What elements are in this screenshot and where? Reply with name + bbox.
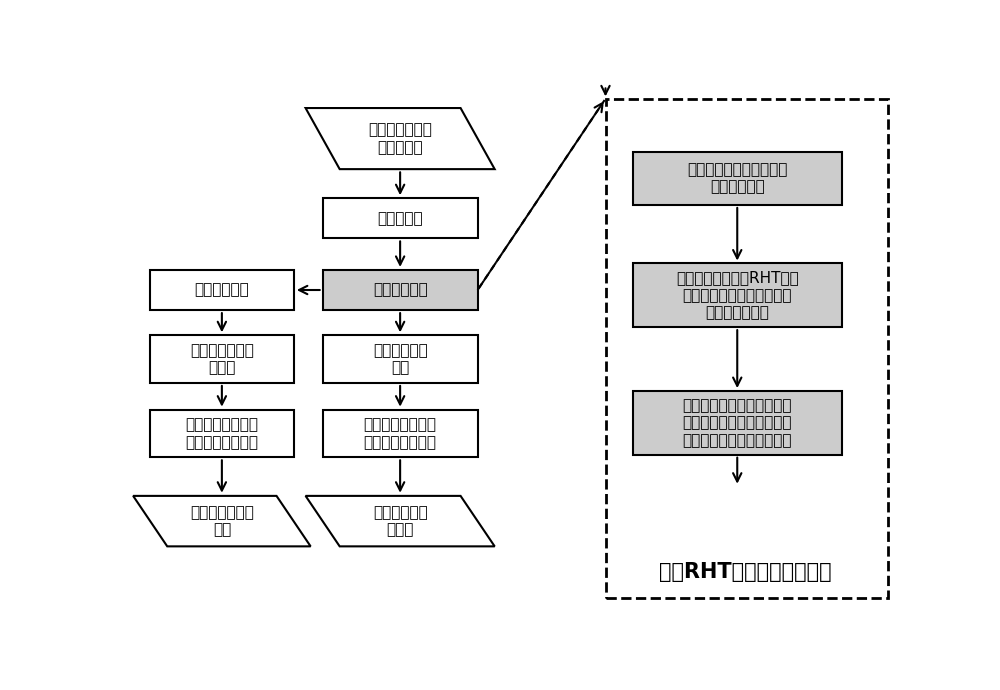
Text: 数据预处理: 数据预处理 — [377, 210, 423, 226]
Text: 计算层间波速: 计算层间波速 — [194, 282, 249, 297]
Bar — [323, 198, 478, 238]
Text: 通过边缘提取获取双曲线
信号感兴趣区: 通过边缘提取获取双曲线 信号感兴趣区 — [687, 162, 787, 195]
Text: 计算土壤介电
常数: 计算土壤介电 常数 — [373, 343, 428, 375]
Text: 在感兴趣区，使用RHT算法
检测出目标双曲线，并得到
双曲线方程参数: 在感兴趣区，使用RHT算法 检测出目标双曲线，并得到 双曲线方程参数 — [676, 270, 799, 320]
Polygon shape — [306, 496, 495, 546]
Bar — [633, 152, 842, 205]
Bar — [150, 335, 294, 383]
Polygon shape — [306, 108, 495, 169]
Bar — [150, 410, 294, 457]
Text: 获取探地雷达粗
根反射数据: 获取探地雷达粗 根反射数据 — [368, 122, 432, 155]
Bar — [323, 410, 478, 457]
Text: 计算层间土壤介
电常数: 计算层间土壤介 电常数 — [190, 343, 254, 375]
Text: 获取平均波速: 获取平均波速 — [373, 282, 428, 297]
Bar — [323, 270, 478, 310]
Bar — [633, 391, 842, 455]
Bar — [606, 99, 888, 598]
Text: 计算层间土壤含
水量: 计算层间土壤含 水量 — [190, 505, 254, 538]
Text: 计算平均土壤
含水量: 计算平均土壤 含水量 — [373, 505, 428, 538]
Text: 建立土壤介电常数
与土壤含水量关系: 建立土壤介电常数 与土壤含水量关系 — [364, 417, 437, 450]
Text: 基于RHT的双曲线自动识别: 基于RHT的双曲线自动识别 — [659, 562, 831, 582]
Bar — [633, 264, 842, 327]
Bar — [150, 270, 294, 310]
Text: 信号最亮带与最暗带之间位
置的双曲线作为最终所识别
双曲线，获取对应平均波速: 信号最亮带与最暗带之间位 置的双曲线作为最终所识别 双曲线，获取对应平均波速 — [682, 398, 792, 448]
Bar — [323, 335, 478, 383]
Text: 建立土壤介电常数
与土壤含水量关系: 建立土壤介电常数 与土壤含水量关系 — [185, 417, 258, 450]
Polygon shape — [133, 496, 311, 546]
